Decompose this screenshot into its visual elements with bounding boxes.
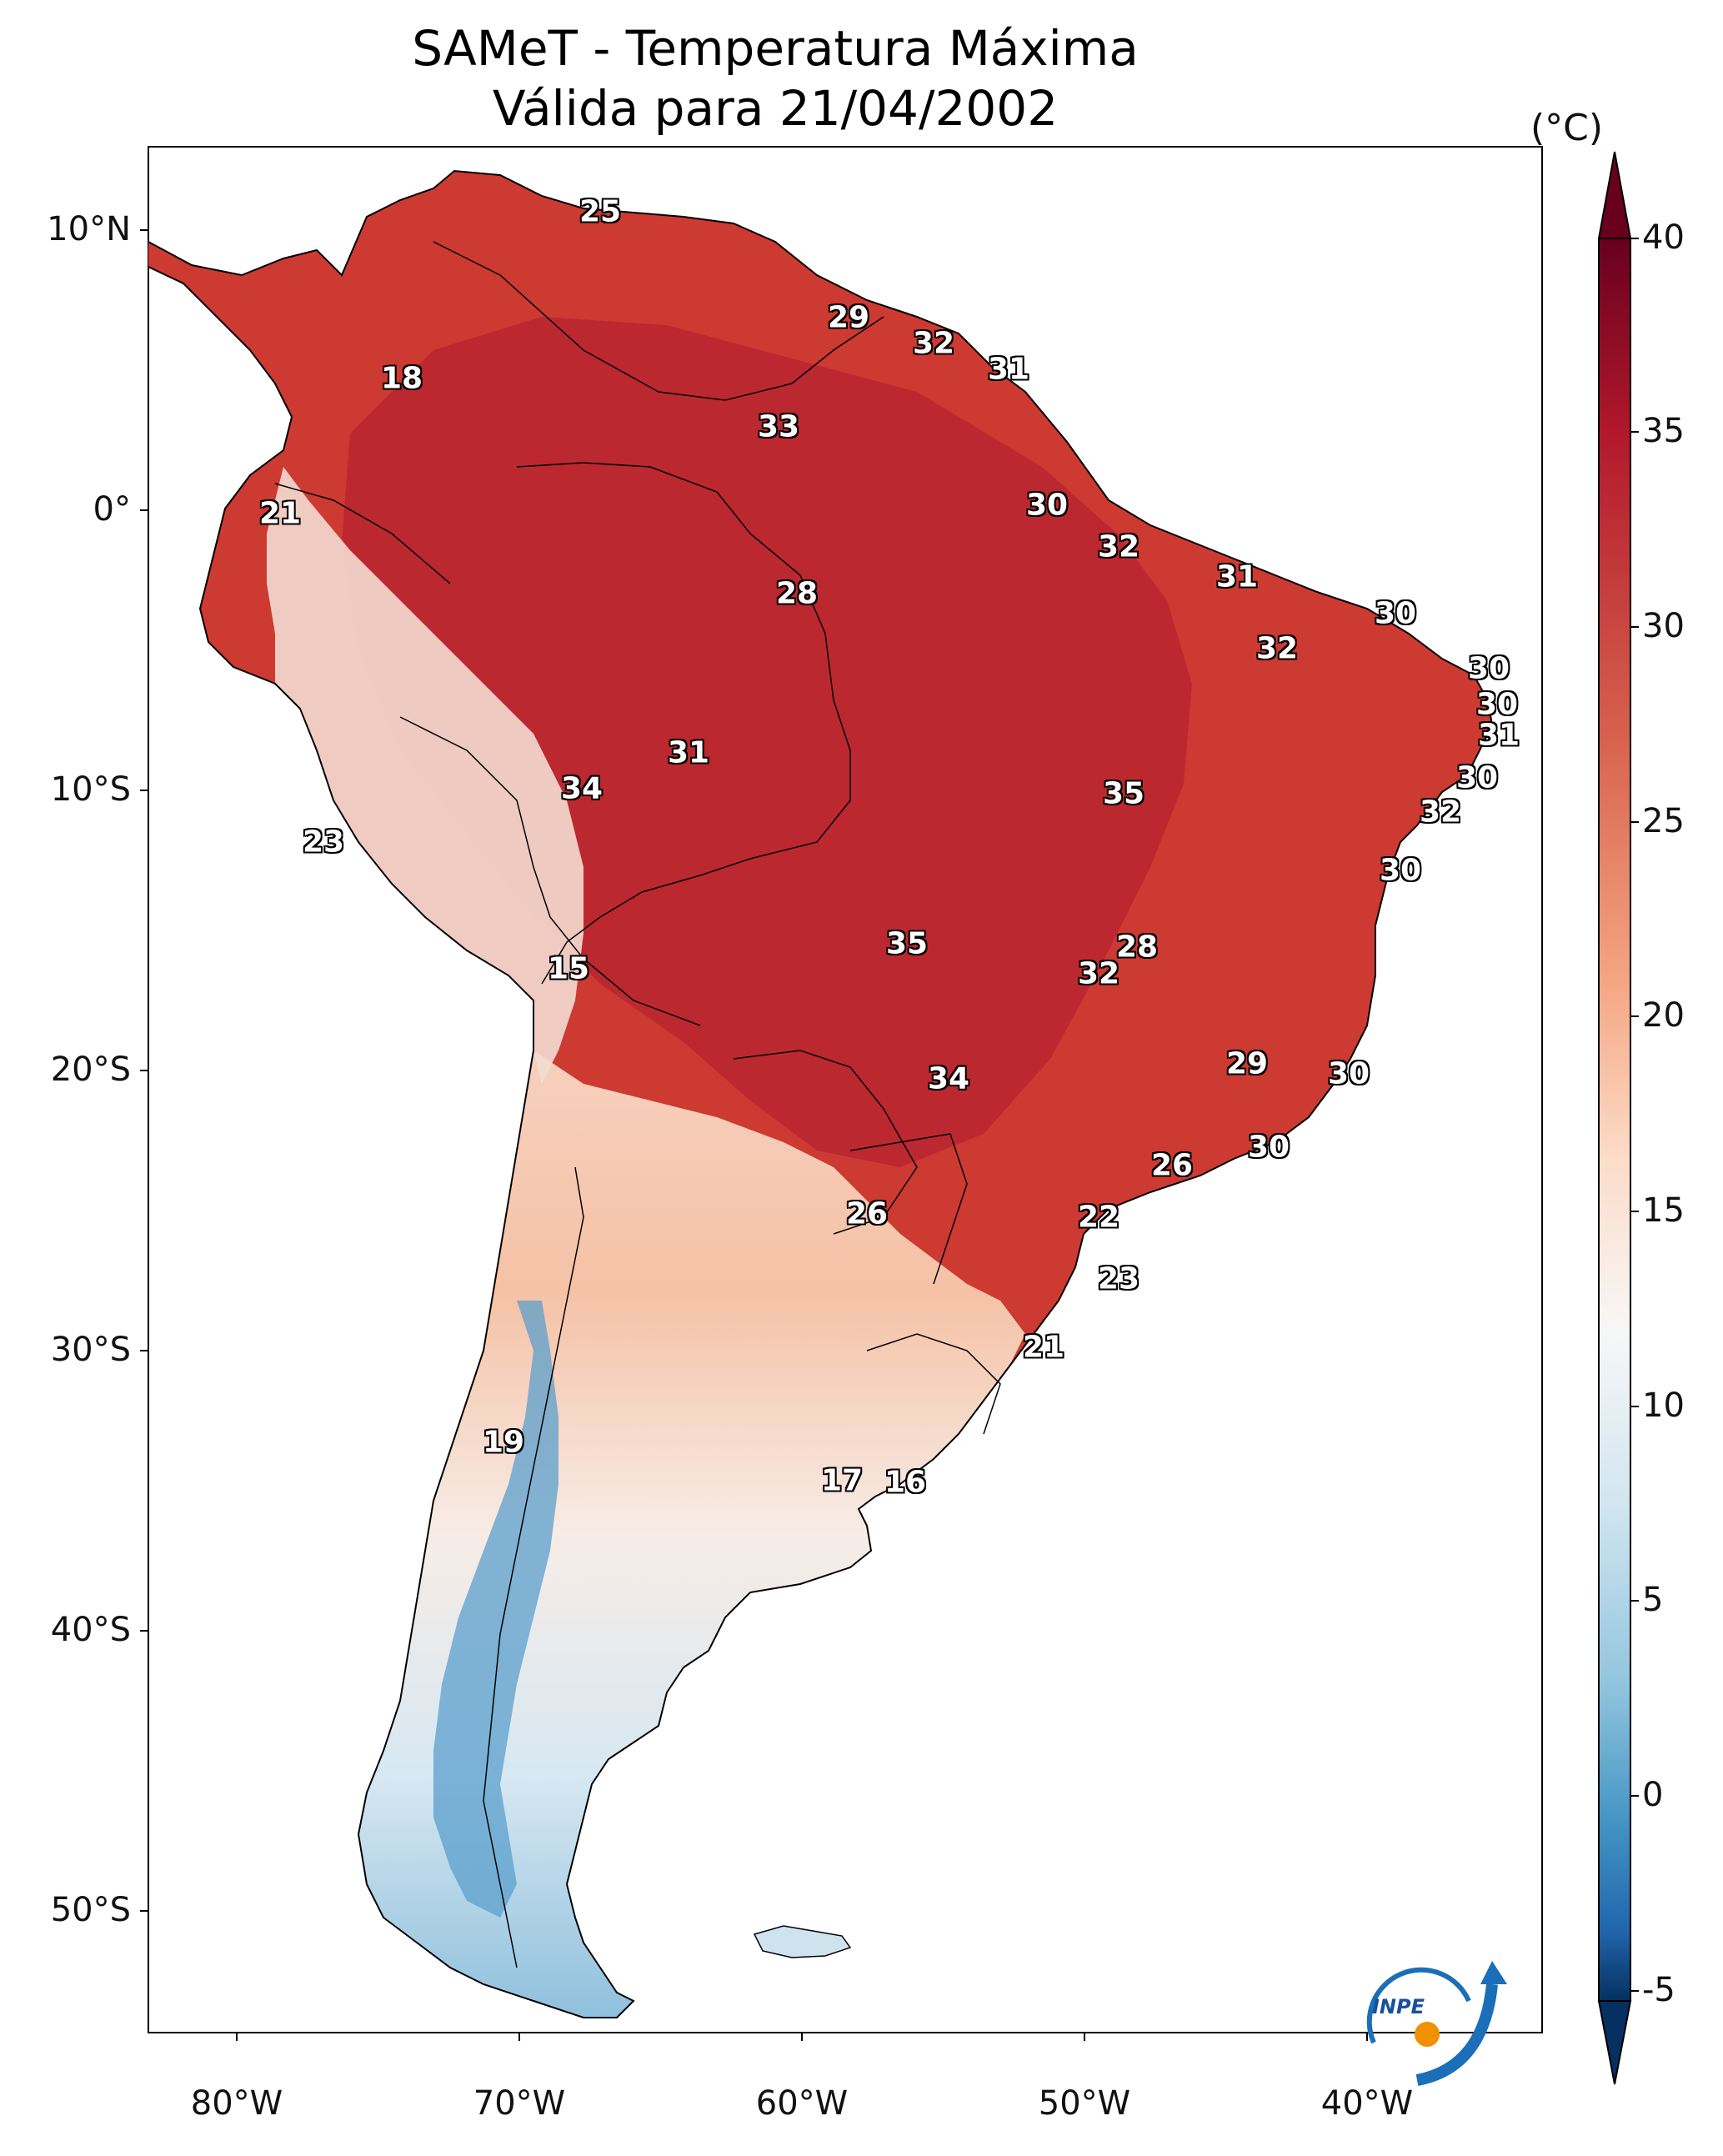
temp-label: 32 (1077, 956, 1120, 991)
colorbar-bottom-arrow (1597, 2000, 1632, 2085)
hot-interior-region (342, 317, 1192, 1167)
temp-label: 32 (1419, 795, 1462, 830)
border-venezuela (433, 241, 884, 401)
colorbar-tick-40: 40 (1642, 218, 1685, 257)
border-brazil-west (516, 462, 851, 985)
temp-label: 28 (775, 576, 819, 611)
temp-label: 31 (1215, 559, 1259, 594)
temp-label: 28 (1115, 930, 1159, 965)
temp-label: 26 (845, 1196, 889, 1231)
temp-label: 29 (1225, 1046, 1269, 1081)
andes-cool-strip (267, 467, 584, 1084)
temp-label: 32 (1097, 529, 1140, 564)
lat-label-40s: 40°S (50, 1611, 131, 1649)
temp-label: 32 (912, 326, 955, 361)
temp-label: 26 (1150, 1148, 1194, 1183)
cool-southern-region (358, 1050, 1025, 2018)
temp-label: 18 (380, 361, 423, 396)
temp-label: 21 (258, 496, 302, 531)
temp-label: 31 (1477, 718, 1520, 753)
lon-label-80w: 80°W (190, 2084, 283, 2123)
falkland-islands (753, 1925, 852, 1958)
lon-label-70w: 70°W (473, 2084, 566, 2123)
temp-label: 31 (987, 352, 1030, 387)
colorbar-tick-15: 15 (1642, 1191, 1685, 1230)
border-colombia-ecuador (274, 483, 451, 584)
temp-label: 30 (1467, 651, 1510, 686)
lon-label-50w: 50°W (1038, 2084, 1131, 2123)
inpe-logo-text: INPE (1372, 1995, 1425, 2018)
border-paraguay (733, 1050, 918, 1235)
colorbar-tick-35: 35 (1642, 412, 1685, 450)
colorbar-tick-0: 0 (1642, 1776, 1664, 1814)
axis-ticks (140, 229, 1368, 2041)
border-brazil-south (849, 1133, 968, 1285)
temp-label: 25 (579, 194, 622, 229)
continent-layer (148, 169, 1494, 2018)
lat-label-0: 0° (93, 490, 131, 529)
temp-label: 29 (827, 300, 870, 335)
colorbar-tick-neg5: -5 (1642, 1971, 1675, 2009)
temp-label: 35 (885, 926, 929, 961)
political-borders (274, 241, 1001, 1968)
temp-label: 22 (1077, 1200, 1120, 1235)
temp-label: 30 (1374, 596, 1417, 631)
colorbar-top-arrow (1597, 151, 1632, 239)
temp-label: 17 (820, 1463, 864, 1498)
temp-label: 33 (757, 409, 800, 444)
temp-label: 23 (302, 825, 345, 860)
border-peru-bolivia (399, 716, 701, 1026)
lat-label-30s: 30°S (50, 1331, 131, 1369)
temp-label: 30 (1025, 488, 1069, 523)
temp-label: 19 (482, 1425, 525, 1460)
temp-label: 35 (1102, 776, 1145, 811)
temp-label: 31 (667, 735, 710, 770)
temp-label: 16 (884, 1465, 927, 1500)
temp-label: 30 (1247, 1130, 1290, 1165)
coastline (148, 169, 1494, 2018)
temp-label: 30 (1475, 687, 1519, 722)
temp-label: 21 (1022, 1330, 1065, 1365)
colorbar-unit: (°C) (1530, 107, 1604, 149)
map-subtitle: Válida para 21/04/2002 (492, 80, 1059, 137)
colorbar-tick-10: 10 (1642, 1386, 1685, 1425)
lat-label-20s: 20°S (50, 1050, 131, 1089)
lat-label-10n: 10°N (47, 210, 131, 248)
lat-label-50s: 50°S (50, 1891, 131, 1929)
colorbar-tick-20: 20 (1642, 996, 1685, 1035)
temp-label: 23 (1097, 1261, 1140, 1296)
temp-label: 15 (547, 951, 590, 986)
temp-label: 34 (927, 1061, 970, 1096)
temp-label: 30 (1379, 853, 1422, 888)
colorbar-tick-5: 5 (1642, 1581, 1664, 1619)
colorbar-tick-25: 25 (1642, 802, 1685, 840)
lon-label-60w: 60°W (755, 2084, 849, 2123)
colorbar-gradient (1598, 238, 1631, 2002)
colorbar-tick-30: 30 (1642, 607, 1685, 645)
inpe-logo-icon (1366, 1961, 1507, 2086)
border-argentina-chile (483, 1166, 584, 1968)
lon-label-40w: 40°W (1320, 2084, 1414, 2123)
temp-label: 34 (560, 771, 604, 806)
map-title: SAMeT - Temperatura Máxima (412, 20, 1139, 77)
border-uruguay (866, 1333, 1001, 1435)
lat-label-10s: 10°S (50, 770, 131, 809)
andes-cold-core (433, 1301, 558, 1918)
colorbar (1597, 151, 1639, 2085)
temp-label: 30 (1455, 760, 1499, 795)
temp-label: 32 (1255, 631, 1299, 666)
temp-label: 30 (1327, 1056, 1370, 1091)
